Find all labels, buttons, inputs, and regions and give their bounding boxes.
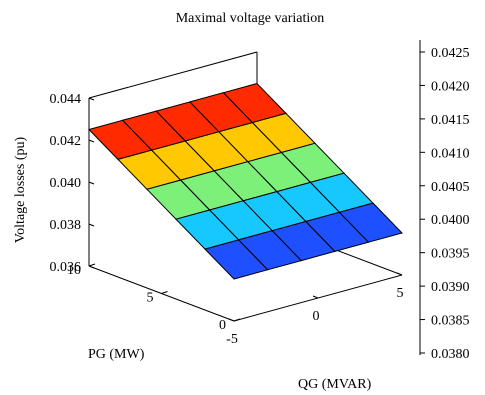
- colorbar-tick-label: 0.0410: [431, 146, 470, 161]
- colorbar-tick-label: 0.0400: [431, 213, 470, 228]
- x-tick-mark: [228, 318, 235, 322]
- y-tick-mark: [233, 318, 241, 322]
- x-tick-mark: [396, 272, 403, 276]
- surface-plot: [88, 82, 403, 280]
- x-tick-label: 5: [397, 286, 404, 301]
- z-tick-mark: [88, 223, 95, 227]
- surface-patch: [204, 239, 269, 280]
- y-tick-mark: [88, 263, 96, 267]
- colorbar-tick-label: 0.0425: [431, 46, 470, 61]
- y-tick-label: 5: [147, 291, 154, 306]
- colorbar-tick-label: 0.0390: [431, 280, 470, 295]
- colorbar-tick-label: 0.0415: [431, 113, 470, 128]
- colorbar-tick-label: 0.0420: [431, 79, 470, 94]
- colorbar-tick-label: 0.0405: [431, 180, 470, 195]
- colorbar-tick-label: 0.0385: [431, 314, 470, 329]
- z-tick-label: 0.044: [50, 92, 82, 107]
- z-tick-label: 0.042: [50, 134, 82, 149]
- y-tick-label: 0: [219, 318, 226, 333]
- z-tick-label: 0.040: [50, 176, 82, 191]
- x-tick-label: -5: [226, 332, 238, 347]
- z-tick-mark: [88, 139, 95, 143]
- z-tick-mark: [88, 181, 95, 185]
- y-tick-mark: [161, 291, 168, 294]
- z-tick-mark: [88, 265, 95, 269]
- chart-title: Maximal voltage variation: [176, 11, 325, 26]
- x-tick-mark: [312, 295, 319, 299]
- y-axis-label: PG (MW): [88, 347, 145, 362]
- z-tick-mark: [88, 97, 95, 101]
- z-tick-label: 0.038: [50, 218, 82, 233]
- y-tick-label: 10: [67, 263, 81, 278]
- back-top-edge: [88, 51, 258, 99]
- colorbar-axis: 0.0380 0.0385 0.0390 0.0395 0.0400 0.0405 0.04…: [419, 40, 470, 362]
- z-axis-label: Voltage losses (pu): [13, 137, 28, 244]
- colorbar-tick-label: 0.0395: [431, 247, 470, 262]
- x-axis-label: QG (MVAR): [298, 377, 372, 392]
- x-tick-label: 0: [313, 309, 320, 324]
- z-tick-label: 0.036: [50, 260, 82, 275]
- colorbar-tick-label: 0.0380: [431, 347, 470, 362]
